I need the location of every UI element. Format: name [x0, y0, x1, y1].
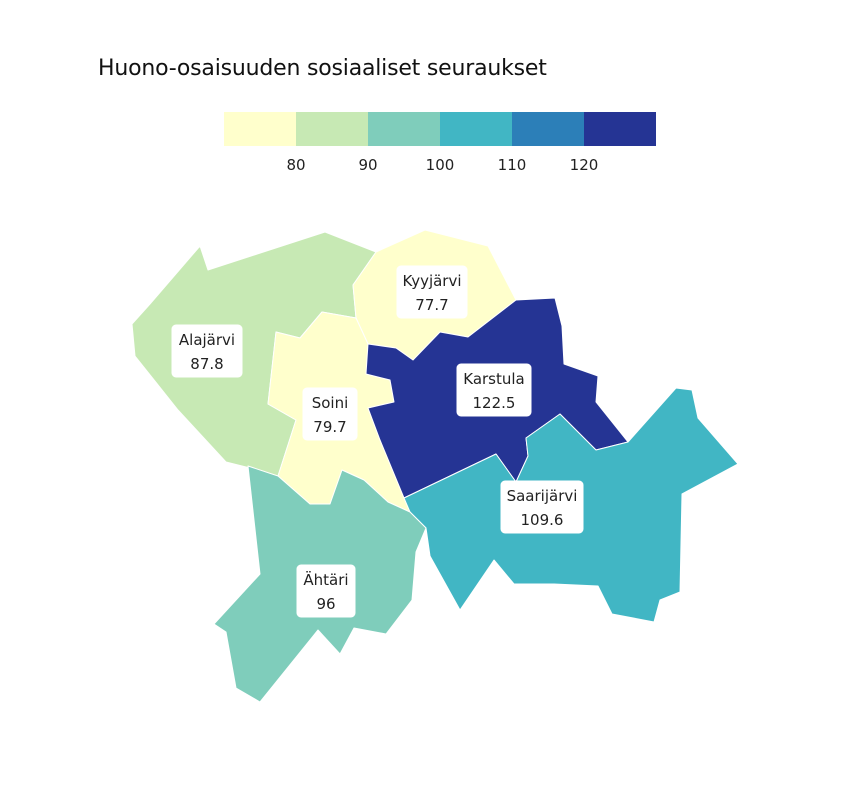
- label-box: [171, 324, 243, 378]
- region-label-alajarvi: Alajärvi 87.8: [171, 324, 243, 378]
- legend-tick-label: 110: [498, 156, 527, 174]
- region-value: 122.5: [473, 394, 516, 412]
- legend-swatch: [368, 112, 440, 146]
- region-name: Saarijärvi: [507, 487, 578, 505]
- region-label-saarijarvi: Saarijärvi 109.6: [500, 480, 584, 534]
- label-box: [500, 480, 584, 534]
- region-value: 77.7: [415, 296, 448, 314]
- region-value: 96: [316, 595, 335, 613]
- region-name: Karstula: [463, 370, 525, 388]
- region-name: Soini: [312, 394, 349, 412]
- legend-swatch: [224, 112, 296, 146]
- region-label-ahtari: Ähtäri 96: [296, 564, 356, 618]
- legend-swatch: [584, 112, 656, 146]
- label-box: [302, 387, 358, 441]
- label-box: [456, 363, 532, 417]
- region-value: 87.8: [190, 355, 223, 373]
- region-label-karstula: Karstula 122.5: [456, 363, 532, 417]
- region-label-soini: Soini 79.7: [302, 387, 358, 441]
- map-title: Huono-osaisuuden sosiaaliset seuraukset: [98, 56, 547, 81]
- label-box: [396, 265, 468, 319]
- region-name: Alajärvi: [179, 331, 235, 349]
- region-name: Ähtäri: [303, 570, 348, 589]
- legend-swatch: [296, 112, 368, 146]
- label-box: [296, 564, 356, 618]
- legend-swatch: [512, 112, 584, 146]
- region-label-kyyjarvi: Kyyjärvi 77.7: [396, 265, 468, 319]
- legend-tick-label: 120: [570, 156, 599, 174]
- legend-tick-label: 80: [286, 156, 305, 174]
- region-value: 79.7: [313, 418, 346, 436]
- legend-swatch: [440, 112, 512, 146]
- region-value: 109.6: [521, 511, 564, 529]
- legend-tick-label: 90: [358, 156, 377, 174]
- color-legend: 80 90 100 110 120: [224, 112, 656, 174]
- region-labels-layer: Alajärvi 87.8 Kyyjärvi 77.7 Soini 79.7 Karstul…: [171, 265, 584, 618]
- region-name: Kyyjärvi: [402, 272, 461, 290]
- legend-tick-label: 100: [426, 156, 455, 174]
